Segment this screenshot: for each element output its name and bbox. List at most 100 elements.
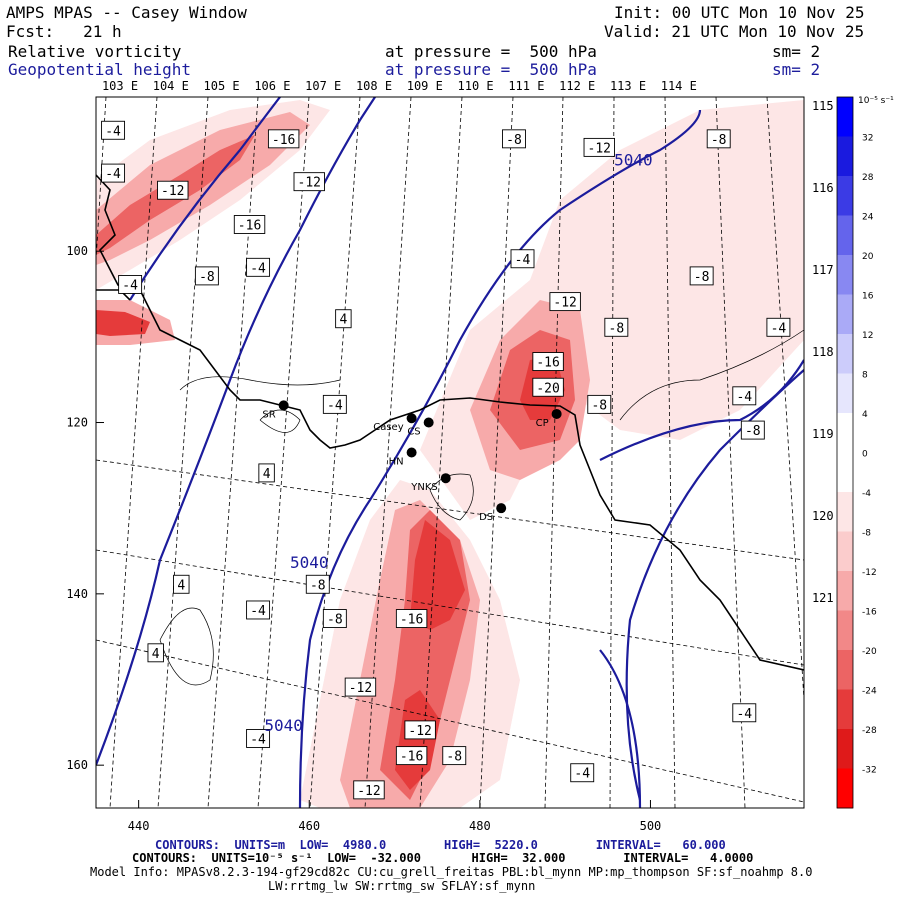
colorbar-swatch — [837, 571, 853, 611]
colorbar: 10⁻⁵ s⁻¹ 32 28 24 20 16 12 8 4 0 -4 -8 -12 -16 -20 -24 -… — [836, 96, 894, 809]
field1-name: Relative vorticity — [8, 42, 182, 61]
colorbar-swatch — [837, 215, 853, 256]
top-longitude-label: 112 E — [559, 79, 595, 93]
top-longitude-label: 108 E — [356, 79, 392, 93]
vorticity-label: -16 — [400, 750, 423, 765]
vorticity-label-box — [395, 609, 428, 628]
vorticity-label: -4 — [105, 167, 121, 182]
vorticity-label: -8 — [446, 750, 462, 765]
colorbar-swatch — [837, 97, 853, 137]
footer-model-info-2: LW:rrtmg_lw SW:rrtmg_sw SFLAY:sf_mynn — [268, 879, 536, 893]
vorticity-label: -8 — [199, 270, 215, 285]
colorbar-swatch — [837, 176, 853, 216]
station-marker — [423, 417, 434, 428]
vorticity-label-box — [258, 463, 275, 483]
y-tick-label: 120 — [66, 416, 88, 430]
colorbar-label: 4 — [862, 410, 868, 420]
vorticity-label: -8 — [327, 613, 343, 628]
vorticity-label: -12 — [408, 724, 431, 739]
field1-level: at pressure = 500 hPa — [385, 42, 597, 61]
vorticity-label-box — [732, 386, 757, 406]
x-tick-label: 480 — [469, 819, 491, 833]
colorbar-swatch — [837, 689, 853, 730]
top-longitude-label: 113 E — [610, 79, 646, 93]
colorbar-label: 12 — [862, 331, 873, 341]
vorticity-label: -4 — [250, 604, 266, 619]
top-longitude-label: 106 E — [254, 79, 290, 93]
vorticity-label: 4 — [263, 467, 271, 482]
vorticity-label: -20 — [536, 381, 559, 396]
title: AMPS MPAS -- Casey Window — [6, 3, 247, 22]
valid-time: Valid: 21 UTC Mon 10 Nov 25 — [604, 22, 865, 41]
vorticity-label: -4 — [250, 732, 266, 747]
height-contour-label: 5040 — [614, 151, 653, 170]
vorticity-label-box — [583, 137, 615, 157]
vorticity-label: -8 — [694, 270, 710, 285]
vorticity-label-box — [344, 677, 377, 697]
top-longitude-label: 104 E — [153, 79, 189, 93]
vorticity-label: -16 — [272, 133, 295, 148]
vorticity-label-box — [706, 129, 731, 149]
station-label: SR — [262, 409, 275, 420]
vorticity-label: -8 — [506, 133, 522, 148]
colorbar-label: -4 — [862, 489, 871, 499]
station-label: HN — [389, 457, 404, 468]
colorbar-label: 28 — [862, 173, 874, 183]
vorticity-label-box — [335, 309, 352, 329]
colorbar-label: 16 — [862, 292, 874, 302]
vorticity-label: -8 — [745, 424, 761, 439]
colorbar-swatch — [837, 729, 853, 769]
colorbar-label: -8 — [862, 529, 871, 539]
x-tick-label: 460 — [298, 819, 320, 833]
vorticity-label-box — [442, 746, 467, 766]
longitude-grid — [96, 97, 804, 808]
top-longitude-label: 107 E — [305, 79, 341, 93]
vorticity-label: -16 — [400, 613, 423, 628]
vorticity-label-box — [740, 420, 765, 440]
vorticity-label-box — [502, 129, 526, 149]
vorticity-label-box — [322, 609, 347, 628]
colorbar-label: -12 — [862, 568, 877, 578]
colorbar-unit: 10⁻⁵ s⁻¹ — [858, 96, 894, 106]
y-tick-label: 100 — [66, 244, 88, 258]
colorbar-label: -24 — [862, 687, 877, 697]
vorticity-label-box — [233, 215, 266, 234]
vorticity-label-box — [101, 163, 126, 183]
station-label: YNKS — [410, 482, 438, 493]
vorticity-label-box — [549, 292, 581, 312]
vorticity-label-box — [194, 266, 219, 286]
colorbar-swatch — [837, 255, 853, 295]
vorticity-label: -16 — [536, 356, 559, 371]
vorticity-label-box — [604, 317, 629, 337]
top-longitude-label: 103 E — [102, 79, 138, 93]
vorticity-label-box — [101, 120, 126, 140]
vorticity-label-box — [766, 317, 791, 337]
vorticity-label-box — [246, 600, 271, 620]
vorticity-label: -4 — [250, 261, 266, 276]
colorbar-swatch — [837, 334, 853, 374]
station-marker — [551, 408, 562, 419]
field2-name: Geopotential height — [8, 60, 192, 79]
colorbar-swatch — [837, 610, 853, 651]
colorbar-swatch — [837, 294, 853, 335]
vorticity-label: -4 — [736, 390, 752, 405]
vorticity-label: -4 — [327, 398, 343, 413]
vorticity-label-box — [353, 780, 385, 800]
colorbar-label: -32 — [862, 766, 877, 776]
colorbar-label: 32 — [862, 134, 873, 144]
x-tick-label: 440 — [128, 819, 150, 833]
vorticity-label-box — [732, 703, 757, 723]
vorticity-label: -16 — [238, 218, 261, 233]
vorticity-label-box — [510, 249, 535, 269]
height-contour-label: 5040 — [264, 716, 303, 735]
top-longitude-label: 105 E — [204, 79, 240, 93]
vorticity-label: -12 — [349, 681, 372, 696]
vorticity-label-box — [689, 266, 714, 286]
field1-smoothing: sm= 2 — [772, 42, 821, 61]
top-longitude-label: 111 E — [508, 79, 544, 93]
vorticity-label: -4 — [736, 707, 752, 722]
vorticity-label: -12 — [588, 141, 611, 156]
vorticity-label: -4 — [105, 124, 121, 139]
vorticity-label-box — [267, 129, 300, 149]
